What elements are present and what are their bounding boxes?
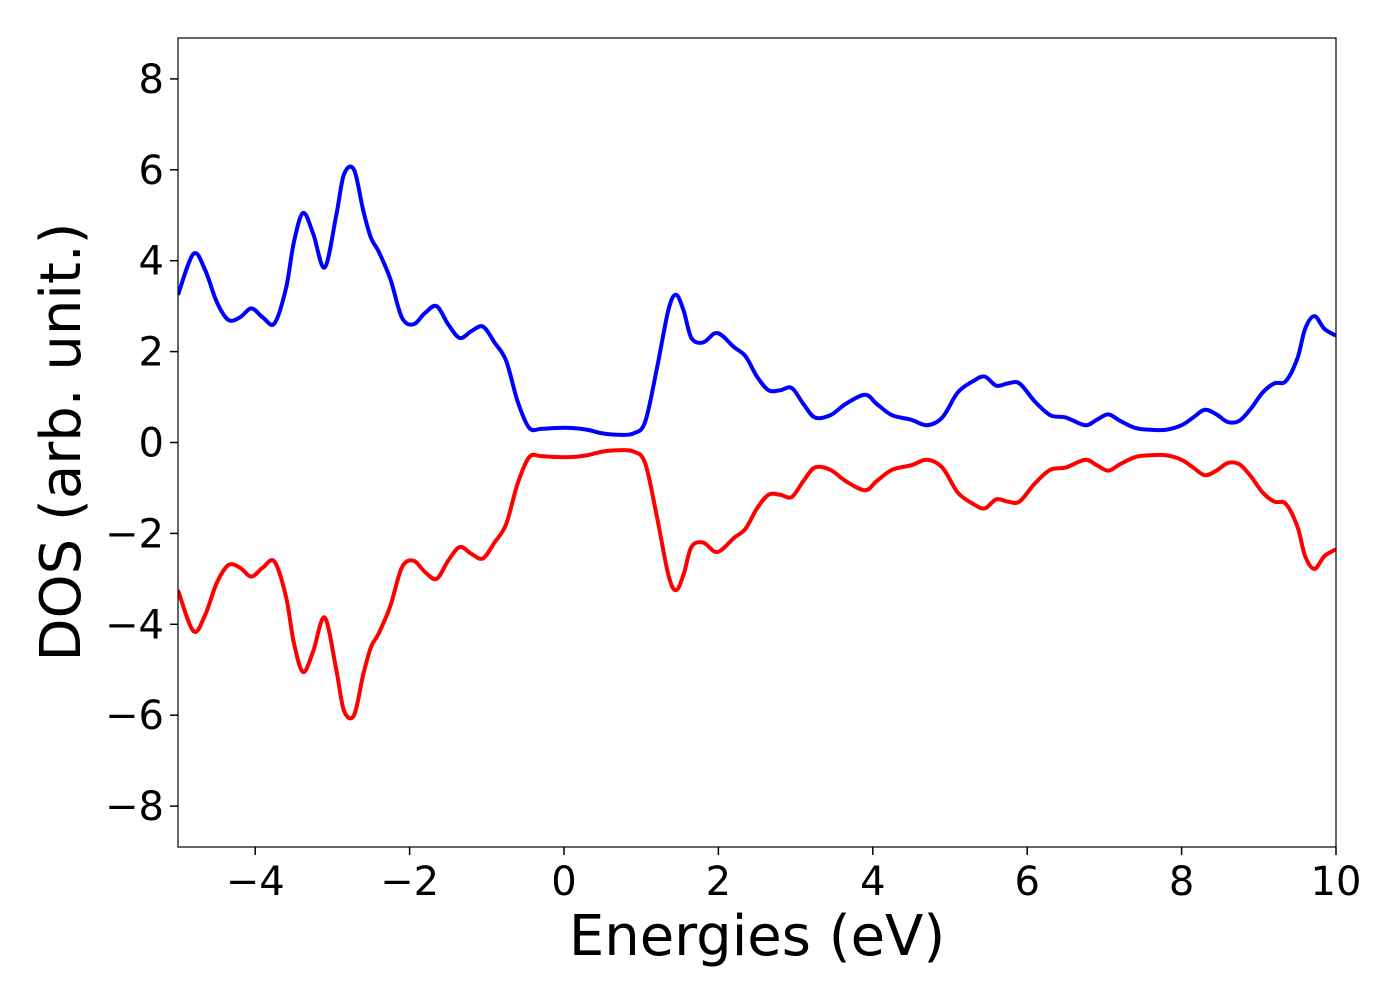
spin-up-dos-line [178,164,1336,437]
x-axis: −4 −2 0 2 4 6 8 10 [226,847,1362,905]
x-tick-label: −2 [380,859,439,905]
x-tick-label: 10 [1311,859,1362,905]
series-layer [178,164,1336,721]
y-axis: −8 −6 −4 −2 0 2 4 6 8 [105,57,178,830]
x-tick-label: 4 [860,859,885,905]
y-tick-label: 6 [139,148,164,194]
y-tick-label: 0 [139,421,164,467]
y-tick-label: −8 [105,784,164,830]
plot-frame [177,37,1337,848]
y-axis-label: DOS (arb. unit.) [29,222,94,661]
x-tick-label: −4 [226,859,285,905]
x-tick-label: 0 [551,859,576,905]
y-tick-label: 4 [139,239,164,285]
y-tick-label: −4 [105,602,164,648]
spin-down-dos-line [178,448,1336,721]
y-tick-label: −6 [105,693,164,739]
y-tick-label: 2 [139,330,164,376]
x-tick-label: 6 [1014,859,1039,905]
y-tick-label: −2 [105,511,164,557]
x-tick-label: 8 [1169,859,1194,905]
y-tick-label: 8 [139,57,164,103]
x-axis-label: Energies (eV) [569,904,945,969]
x-tick-label: 2 [706,859,731,905]
